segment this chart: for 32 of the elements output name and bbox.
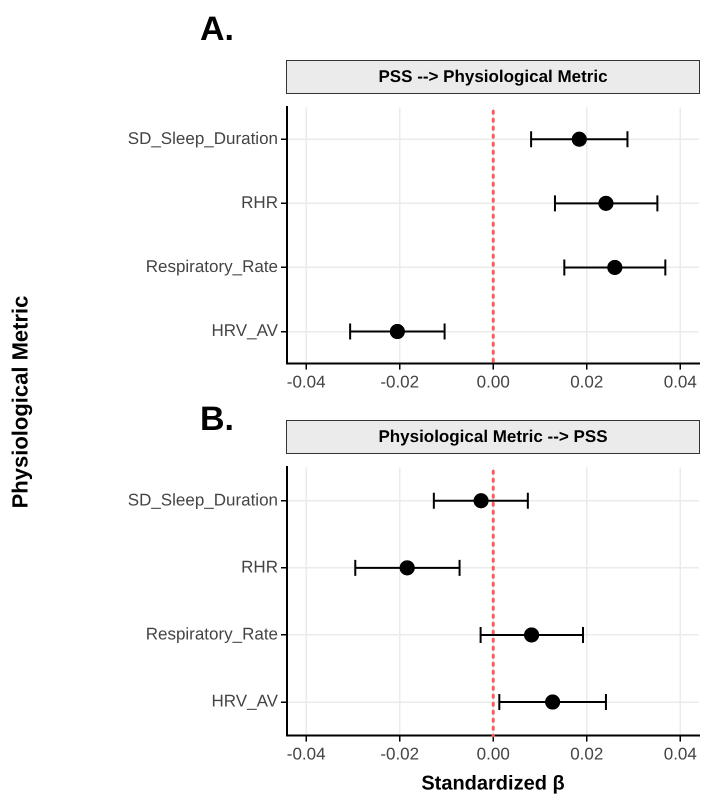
x-tick-label: -0.04: [286, 372, 326, 392]
y-tick-label: SD_Sleep_Duration: [128, 128, 278, 148]
x-tick-label: 0.00: [476, 744, 510, 764]
y-tick-label: Respiratory_Rate: [146, 257, 278, 276]
y-tick-label: SD_Sleep_Duration: [128, 490, 278, 510]
y-tick-label: HRV_AV: [212, 692, 279, 711]
x-tick-label: 0.00: [476, 372, 510, 392]
y-tick-label: RHR: [241, 558, 278, 577]
text: B.: [200, 400, 234, 439]
y-axis-title: Physiological Metric: [7, 295, 34, 508]
chart-title: Physiological Metric --> PSS: [286, 420, 700, 454]
x-tick-label: 0.04: [664, 372, 697, 392]
x-tick-label: -0.02: [380, 372, 420, 392]
y-tick-label: Respiratory_Rate: [146, 624, 278, 644]
point: [598, 196, 614, 211]
x-tick-label: 0.02: [570, 744, 604, 764]
x-tick-label: -0.04: [286, 744, 326, 764]
x-axis-title: Standardized β: [421, 772, 565, 795]
text: A.: [200, 10, 234, 49]
x-tick-label: 0.04: [664, 744, 697, 764]
chart-title: PSS --> Physiological Metric: [286, 60, 700, 94]
point: [524, 627, 540, 642]
x-tick-label: 0.02: [570, 372, 604, 392]
point: [400, 560, 415, 576]
point: [607, 260, 622, 275]
y-tick-label: RHR: [241, 193, 278, 212]
point: [390, 324, 405, 340]
y-tick-label: HRV_AV: [212, 321, 279, 340]
x-tick-label: -0.02: [380, 744, 420, 764]
point: [572, 132, 587, 147]
point: [545, 694, 560, 710]
point: [474, 493, 489, 508]
